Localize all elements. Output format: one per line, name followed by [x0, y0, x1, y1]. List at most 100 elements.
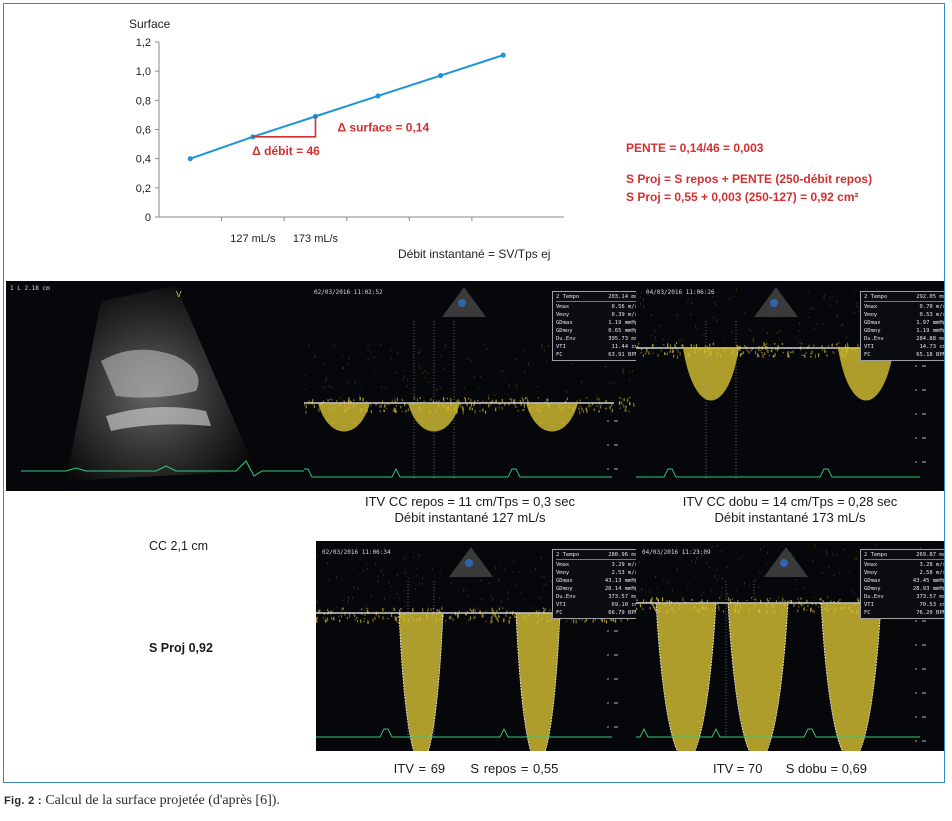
info-row: Vmax 3.29 m/s — [556, 562, 636, 568]
info-row: GDmax 43.45 mmHg — [864, 578, 944, 584]
figure-label: Fig. 2 : — [4, 795, 42, 807]
velocity-envelopes — [683, 348, 894, 401]
info-row: GDmoy 0.65 mmHg — [556, 328, 636, 334]
y-axis-label: Surface — [129, 17, 171, 31]
velocity-envelopes — [318, 403, 578, 432]
itv-repos: ITV = 69 — [393, 761, 446, 776]
info-row: GDmax 1.19 mmHg — [556, 320, 636, 326]
data-point — [500, 52, 506, 58]
caption-cc-repos: ITV CC repos = 11 cm/Tps = 0,3 sec Débit… — [304, 494, 636, 526]
measurement-box: 2 Tempo 292.05 ms Vmax 0.70 m/s Vmoy 0.53 m/s… — [860, 291, 944, 361]
info-row: GDmoy 28.93 mmHg — [864, 586, 944, 592]
info-row: GDmoy 28.14 mmHg — [556, 586, 636, 592]
velocity-scale — [607, 420, 618, 470]
info-header: 2 Tempo 280.96 ms — [556, 552, 636, 560]
y-tick-label: 0,2 — [136, 183, 151, 195]
velocity-scale — [607, 630, 618, 728]
y-tick-label: 1,2 — [136, 37, 151, 49]
y-tick-label: 0 — [145, 212, 151, 224]
caption-line: Débit instantané 127 mL/s — [394, 510, 546, 525]
y-tick-label: 1,0 — [136, 66, 151, 78]
figure-caption: Fig. 2 : Calcul de la surface projetée (… — [4, 793, 280, 809]
info-row: VTI 70.53 cm — [864, 602, 944, 608]
data-point — [438, 72, 444, 79]
velocity-scale — [915, 365, 926, 463]
info-header: 2 Tempo 269.87 ms — [864, 552, 944, 560]
series-line — [189, 54, 504, 160]
measurement-box: 2 Tempo 269.87 ms Vmax 3.28 m/s Vmoy 2.58 m/s… — [860, 549, 944, 619]
info-row: VTI 14.73 cm — [864, 344, 944, 350]
ecg-trace — [304, 467, 612, 478]
doppler-ao-repos: 02/03/2016 11:06:34 2 Tempo 280.96 ms Vmax… — [316, 541, 636, 751]
measurement-box: 2 Tempo 280.96 ms Vmax 3.29 m/s Vmoy 2.53 m/s… — [552, 549, 636, 619]
equation-s-proj-value: S Proj = 0,55 + 0,003 (250-127) = 0,92 c… — [626, 190, 859, 204]
probe-thumbnail — [754, 287, 798, 317]
info-row: VTI 11.44 cm — [556, 344, 636, 350]
svg-text:V: V — [176, 290, 182, 299]
x-tick-label: 173 mL/s — [293, 233, 339, 245]
s-dobu: S dobu = 0,69 — [785, 761, 868, 776]
info-row: VTI 69.10 cm — [556, 602, 636, 608]
data-point — [187, 156, 193, 162]
ecg-trace — [316, 727, 612, 738]
caption-cc-dobu: ITV CC dobu = 14 cm/Tps = 0,28 sec Débit… — [636, 494, 944, 526]
x-tick-label: 127 mL/s — [230, 233, 276, 245]
cc-diameter-label: CC 2,1 cm — [149, 539, 209, 553]
info-row: FC 66.79 BPM — [556, 610, 636, 616]
measurement-box: 2 Tempo 203.14 ms Vmax 0.56 m/s Vmoy 0.39 m/s… — [552, 291, 636, 361]
info-row: Vmax 0.56 m/s — [556, 304, 636, 310]
caption-ao-dobu: ITV = 70 S dobu = 0,69 — [636, 761, 944, 777]
ecg-trace — [636, 468, 920, 478]
itv-dobu: ITV = 70 — [712, 761, 763, 776]
caption-line: ITV CC dobu = 14 cm/Tps = 0,28 sec — [682, 494, 898, 509]
equation-pente: PENTE = 0,14/46 = 0,003 — [626, 141, 764, 155]
probe-thumbnail — [449, 547, 493, 577]
panel-date: 02/03/2016 11:02:52 — [314, 289, 383, 296]
delta-surface-label: Δ surface = 0,14 — [337, 121, 429, 135]
caption-ao-repos: ITV = 69 S repos = 0,55 — [316, 761, 636, 777]
info-row: Du.Env 373.57 ms — [556, 594, 636, 600]
figure-text: Calcul de la surface projetée (d'après [… — [41, 793, 280, 808]
doppler-cc-dobu: 04/03/2016 11:06:26 2 Tempo 292.05 ms Vmax… — [636, 281, 944, 491]
delta-triangle — [252, 116, 317, 138]
velocity-envelopes — [398, 612, 561, 751]
info-row: FC 76.20 BPM — [864, 610, 944, 616]
echo-2d-image: V 1 L 2.18 cm — [6, 281, 316, 491]
surface-vs-flow-chart: Surface 0 0,2 0,4 0,6 0,8 1,0 1,2 127 mL/s 173 … — [129, 17, 564, 261]
y-tick-label: 0,8 — [136, 95, 151, 107]
figure-frame: Surface 0 0,2 0,4 0,6 0,8 1,0 1,2 127 mL/s 173 … — [3, 3, 945, 783]
doppler-cc-repos: 02/03/2016 11:02:52 2 Tempo 203.14 ms Vmax… — [304, 281, 636, 491]
panel-date: 02/03/2016 11:06:34 — [322, 549, 391, 556]
info-row: Vmax 3.28 m/s — [864, 562, 944, 568]
s-proj-label: S Proj 0,92 — [149, 641, 213, 655]
y-tick-label: 0,6 — [136, 125, 151, 137]
info-row: GDmax 1.97 mmHg — [864, 320, 944, 326]
info-header: 2 Tempo 203.14 ms — [556, 294, 636, 302]
info-row: Vmoy 2.53 m/s — [556, 570, 636, 576]
info-row: FC 63.91 BPM — [556, 352, 636, 358]
measurement-tag: 1 L 2.18 cm — [10, 285, 50, 292]
info-row: Du.Env 395.73 ms — [556, 336, 636, 342]
x-axis-label: Débit instantané = SV/Tps ej — [398, 247, 550, 261]
equation-s-proj-formula: S Proj = S repos + PENTE (250-débit repo… — [626, 172, 873, 186]
info-row: Vmax 0.70 m/s — [864, 304, 944, 310]
info-row: FC 65.18 BPM — [864, 352, 944, 358]
caption-line: ITV CC repos = 11 cm/Tps = 0,3 sec — [364, 494, 575, 509]
probe-thumbnail — [442, 287, 486, 317]
info-row: Du.Env 284.88 ms — [864, 336, 944, 342]
info-row: Vmoy 0.39 m/s — [556, 312, 636, 318]
probe-thumbnail — [764, 547, 808, 577]
doppler-ao-dobu: 04/03/2016 11:23:09 2 Tempo 269.87 ms Vmax… — [636, 541, 944, 751]
info-row: GDmax 43.13 mmHg — [556, 578, 636, 584]
s-repos: S repos = 0,55 — [470, 761, 559, 776]
panel-date: 04/03/2016 11:23:09 — [642, 549, 711, 556]
info-row: Du.Env 373.57 ms — [864, 594, 944, 600]
panel-date: 04/03/2016 11:06:26 — [646, 289, 715, 296]
info-row: GDmoy 1.19 mmHg — [864, 328, 944, 334]
delta-debit-label: Δ débit = 46 — [252, 144, 320, 158]
caption-line: Débit instantané 173 mL/s — [714, 510, 866, 525]
velocity-envelopes — [655, 602, 882, 751]
ecg-trace — [636, 727, 920, 738]
data-point — [375, 93, 381, 99]
y-tick-label: 0,4 — [136, 154, 151, 166]
